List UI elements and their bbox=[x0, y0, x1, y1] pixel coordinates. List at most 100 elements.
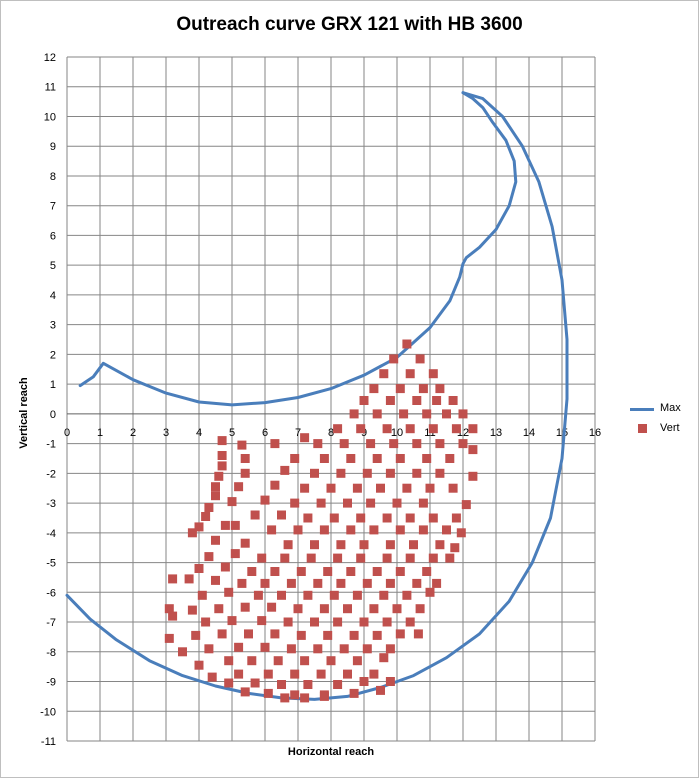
vert-point bbox=[323, 630, 333, 640]
vert-point bbox=[168, 574, 178, 584]
vert-point bbox=[412, 578, 422, 588]
vert-point bbox=[369, 604, 379, 614]
vert-point bbox=[300, 483, 310, 493]
legend-label-max: Max bbox=[660, 402, 681, 414]
vert-point bbox=[201, 617, 211, 627]
vert-point bbox=[178, 647, 187, 657]
y-tick-label: -9 bbox=[46, 677, 56, 689]
vert-point bbox=[395, 525, 405, 535]
y-tick-label: 0 bbox=[50, 409, 56, 421]
legend-item-vert: Vert bbox=[630, 420, 696, 440]
vert-point bbox=[385, 396, 395, 405]
y-tick-label: -1 bbox=[46, 439, 56, 451]
vert-point bbox=[405, 553, 415, 563]
vert-point bbox=[333, 617, 343, 627]
vert-point bbox=[300, 656, 310, 666]
vert-point bbox=[468, 471, 478, 481]
vert-point bbox=[319, 604, 329, 614]
vert-point bbox=[461, 500, 471, 510]
vert-point bbox=[376, 685, 385, 695]
vert-point bbox=[211, 482, 220, 492]
vert-point bbox=[204, 552, 214, 562]
vert-point bbox=[405, 513, 415, 523]
vert-point bbox=[204, 503, 214, 512]
vert-point bbox=[313, 644, 323, 654]
vert-point bbox=[214, 604, 224, 614]
vert-point bbox=[399, 409, 409, 419]
vert-point bbox=[191, 630, 201, 640]
vert-point bbox=[273, 656, 283, 666]
vert-point bbox=[359, 617, 369, 627]
vert-point bbox=[230, 549, 240, 559]
vert-point bbox=[220, 562, 230, 572]
vert-point bbox=[405, 617, 415, 627]
x-tick-label: 13 bbox=[490, 427, 502, 439]
series-max-line bbox=[65, 91, 569, 701]
vert-point bbox=[306, 553, 316, 563]
vert-point bbox=[217, 451, 227, 460]
vert-point bbox=[319, 525, 329, 535]
x-tick-label: 2 bbox=[130, 427, 136, 439]
vert-point bbox=[405, 369, 415, 379]
vert-point bbox=[207, 672, 217, 682]
legend-line-swatch bbox=[630, 408, 654, 411]
vert-point bbox=[451, 513, 461, 523]
vert-point bbox=[442, 525, 451, 535]
vert-point bbox=[346, 567, 356, 576]
vert-point bbox=[362, 578, 372, 588]
vert-point bbox=[237, 578, 247, 588]
vert-point bbox=[211, 491, 220, 501]
y-tick-label: 4 bbox=[50, 290, 56, 302]
vert-point bbox=[402, 590, 412, 600]
x-tick-label: 0 bbox=[64, 427, 70, 439]
y-tick-label: 9 bbox=[50, 141, 56, 153]
vert-point bbox=[392, 498, 402, 508]
y-axis-title: Vertical reach bbox=[18, 377, 30, 449]
vert-point bbox=[300, 433, 310, 443]
vert-point bbox=[240, 538, 250, 548]
vert-point bbox=[316, 669, 326, 679]
vert-point bbox=[316, 498, 326, 508]
x-tick-label: 6 bbox=[262, 427, 268, 439]
vert-point bbox=[468, 424, 478, 434]
chart-title: Outreach curve GRX 121 with HB 3600 bbox=[176, 14, 523, 35]
vert-point bbox=[382, 513, 392, 523]
vert-point bbox=[283, 617, 293, 627]
vert-point bbox=[392, 604, 402, 614]
vert-point bbox=[319, 691, 329, 701]
vert-point bbox=[428, 424, 438, 434]
vert-point bbox=[343, 604, 352, 614]
vert-point bbox=[445, 454, 455, 463]
vert-point bbox=[418, 384, 428, 394]
vert-point bbox=[369, 384, 379, 394]
vert-point bbox=[369, 669, 379, 679]
vert-point bbox=[379, 369, 389, 379]
y-tick-label: -6 bbox=[46, 587, 56, 599]
x-tick-label: 3 bbox=[163, 427, 169, 439]
vert-point bbox=[372, 630, 382, 640]
vert-point bbox=[250, 678, 260, 688]
vert-point bbox=[349, 630, 359, 640]
vert-point bbox=[458, 409, 468, 419]
vert-point bbox=[349, 688, 359, 698]
vert-point bbox=[230, 520, 240, 530]
vert-point bbox=[234, 642, 244, 652]
y-tick-label: -8 bbox=[46, 647, 56, 659]
x-tick-label: 5 bbox=[229, 427, 235, 439]
vert-point bbox=[280, 553, 290, 563]
vert-point bbox=[296, 630, 306, 640]
vert-point bbox=[240, 687, 250, 697]
series-vert-markers bbox=[164, 339, 478, 703]
vert-point bbox=[267, 602, 277, 612]
x-tick-label: 14 bbox=[523, 427, 535, 439]
vert-point bbox=[389, 354, 399, 364]
vert-point bbox=[366, 439, 376, 449]
vert-point bbox=[247, 656, 257, 666]
vert-point bbox=[346, 525, 356, 535]
vert-point bbox=[329, 513, 339, 523]
vert-point bbox=[339, 439, 349, 449]
vert-point bbox=[310, 617, 319, 627]
vert-point bbox=[260, 495, 270, 505]
vert-point bbox=[372, 409, 382, 419]
y-tick-label: 6 bbox=[50, 230, 56, 242]
